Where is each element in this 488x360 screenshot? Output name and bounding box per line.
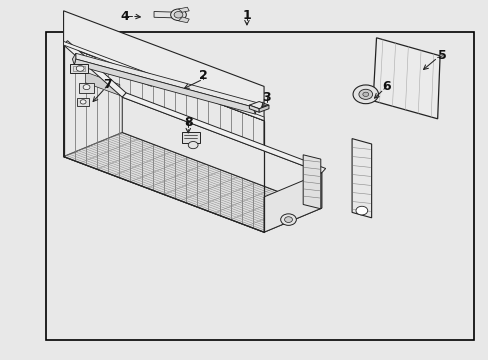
- Text: 8: 8: [183, 116, 192, 129]
- Circle shape: [362, 92, 368, 96]
- Polygon shape: [259, 105, 268, 112]
- Circle shape: [188, 141, 198, 149]
- Text: 6: 6: [381, 80, 390, 93]
- Text: 4: 4: [120, 10, 129, 23]
- Circle shape: [358, 89, 372, 99]
- Polygon shape: [95, 54, 151, 86]
- Polygon shape: [74, 59, 256, 114]
- Circle shape: [80, 100, 86, 104]
- Polygon shape: [249, 102, 268, 109]
- Polygon shape: [72, 53, 76, 65]
- Polygon shape: [63, 11, 264, 121]
- Text: 5: 5: [437, 49, 446, 62]
- Polygon shape: [178, 7, 189, 12]
- Polygon shape: [372, 38, 439, 119]
- Polygon shape: [303, 155, 320, 209]
- Polygon shape: [264, 173, 321, 232]
- Polygon shape: [154, 12, 178, 18]
- Polygon shape: [122, 93, 325, 173]
- Polygon shape: [253, 103, 256, 114]
- Polygon shape: [70, 64, 88, 73]
- Polygon shape: [122, 97, 321, 208]
- Circle shape: [284, 217, 292, 222]
- Text: 7: 7: [103, 78, 112, 91]
- Circle shape: [280, 214, 296, 225]
- Polygon shape: [63, 41, 264, 121]
- Circle shape: [355, 206, 367, 215]
- Circle shape: [76, 66, 84, 71]
- Polygon shape: [351, 139, 371, 218]
- Circle shape: [170, 9, 186, 21]
- Polygon shape: [249, 105, 259, 112]
- Text: 2: 2: [198, 69, 207, 82]
- Circle shape: [174, 12, 183, 18]
- Circle shape: [352, 85, 378, 104]
- Circle shape: [83, 85, 90, 90]
- Polygon shape: [63, 132, 321, 232]
- Polygon shape: [178, 17, 189, 23]
- Polygon shape: [85, 72, 120, 95]
- Polygon shape: [63, 41, 126, 97]
- Text: 3: 3: [262, 91, 270, 104]
- Polygon shape: [63, 45, 264, 232]
- Text: 1: 1: [242, 9, 251, 22]
- Polygon shape: [79, 83, 94, 93]
- Polygon shape: [77, 98, 89, 106]
- Bar: [46, 32, 473, 340]
- Polygon shape: [76, 53, 256, 108]
- Polygon shape: [182, 132, 199, 143]
